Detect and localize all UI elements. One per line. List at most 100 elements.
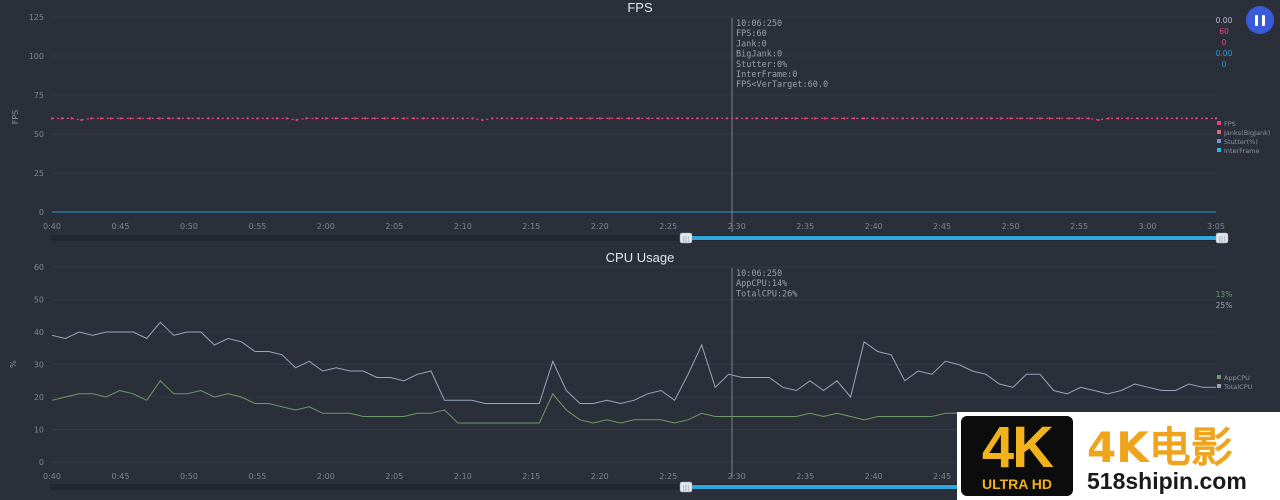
fps-data-point [491, 117, 494, 120]
fps-data-point [862, 117, 866, 120]
fps-x-tick-label: 2:20 [591, 222, 609, 231]
fps-data-point [1038, 117, 1041, 120]
fps-x-tick-label: 2:00 [317, 222, 335, 231]
cpu-x-tick-label: 0:45 [111, 472, 129, 481]
fps-data-point [461, 117, 464, 120]
fps-data-point [569, 117, 572, 120]
fps-range-handle-left[interactable]: ||| [679, 232, 693, 244]
cpu-chart-title: CPU Usage [606, 250, 675, 265]
fps-data-point [90, 117, 93, 120]
fps-current-value: 0.00 [1216, 49, 1233, 58]
fps-data-point [412, 117, 415, 120]
fps-data-point [735, 117, 738, 120]
fps-data-point [1029, 117, 1032, 120]
fps-legend-label: FPS [1224, 120, 1236, 128]
fps-tooltip-line: FPS<VerTarget:60.0 [736, 80, 828, 90]
watermark-site-name: 4K电影 [1087, 423, 1233, 472]
fps-y-tick-label: 50 [34, 130, 44, 139]
fps-data-point [970, 117, 973, 120]
cpu-x-tick-label: 2:35 [796, 472, 814, 481]
fps-data-point [295, 118, 298, 122]
fps-range-handle-right[interactable]: ||| [1215, 232, 1229, 244]
fps-legend-swatch [1217, 121, 1221, 125]
fps-data-point [334, 117, 337, 120]
fps-x-tick-label: 3:00 [1139, 222, 1157, 231]
fps-data-point [305, 117, 308, 120]
fps-y-tick-label: 75 [34, 91, 44, 100]
fps-data-point [774, 117, 777, 120]
fps-x-ticks: 0:40 0:45 0:50 0:55 2:00 2:05 2:10 2:15 2:20 2:25… [43, 222, 1225, 231]
fps-data-point [676, 117, 680, 120]
fps-data-point [765, 117, 768, 120]
fps-data-point [354, 117, 357, 120]
fps-data-point [745, 117, 748, 120]
fps-tooltip-line: Stutter:0% [736, 60, 787, 70]
pause-icon [1255, 14, 1258, 26]
cpu-range-track[interactable] [50, 484, 1228, 490]
fps-data-point [1048, 117, 1051, 120]
pause-icon-bar [1262, 14, 1265, 26]
fps-x-tick-label: 0:45 [111, 222, 129, 231]
watermark-site-url: 518shipin.com [1087, 468, 1247, 494]
fps-x-tick-label: 3:05 [1207, 222, 1225, 231]
fps-data-point [285, 117, 288, 120]
fps-tooltip: 10:06:250FPS:60Jank:0BigJank:0Stutter:0%… [736, 19, 828, 90]
fps-range-track[interactable] [50, 235, 1228, 241]
fps-data-point [422, 117, 425, 120]
pause-button[interactable] [1246, 6, 1274, 34]
fps-legend-swatch [1217, 148, 1221, 152]
fps-data-point [266, 117, 269, 120]
fps-data-point [383, 117, 386, 120]
fps-data-point [275, 117, 279, 120]
cpu-x-tick-label: 2:45 [933, 472, 951, 481]
fps-data-point [148, 117, 151, 120]
fps-data-point [872, 117, 875, 120]
fps-data-point [931, 117, 934, 120]
fps-data-point [158, 117, 161, 120]
fps-tooltip-line: InterFrame:0 [736, 70, 797, 80]
fps-data-point [1205, 117, 1208, 120]
fps-x-tick-label: 2:50 [1002, 222, 1020, 231]
fps-data-point [608, 117, 611, 120]
fps-data-point [50, 117, 54, 120]
fps-legend-swatch [1217, 130, 1221, 134]
fps-y-tick-label: 25 [34, 169, 44, 178]
fps-data-point [892, 117, 895, 120]
fps-tooltip-line: 10:06:250 [736, 19, 782, 29]
fps-data-point [363, 117, 367, 120]
fps-data-point [1175, 117, 1178, 120]
cpu-range-handle-left[interactable]: ||| [679, 481, 693, 493]
fps-data-point [207, 117, 210, 120]
cpu-y-ticks: 60 50 40 30 20 10 0 [34, 263, 44, 467]
fps-data-point [60, 117, 63, 120]
fps-data-point [941, 117, 944, 120]
fps-data-point [520, 117, 523, 120]
fps-data-point [324, 117, 327, 120]
fps-data-point [1078, 117, 1081, 120]
fps-data-point [1087, 117, 1090, 120]
fps-tooltip-line: FPS:60 [736, 29, 767, 39]
fps-range-selection[interactable] [686, 236, 1222, 240]
fps-data-point [1107, 117, 1110, 120]
cpu-x-tick-label: 0:40 [43, 472, 61, 481]
fps-data-point [579, 117, 582, 120]
fps-data-point [129, 117, 132, 120]
fps-data-point [236, 117, 239, 120]
fps-data-point [471, 117, 474, 120]
fps-data-point [1156, 117, 1159, 120]
fps-data-point [823, 117, 826, 120]
cpu-current-values: 13%25% [1216, 290, 1233, 310]
fps-data-point [256, 117, 259, 120]
cpu-x-tick-label: 2:40 [865, 472, 883, 481]
fps-data-point [1214, 117, 1218, 120]
fps-y-ticks: 125 100 75 50 25 0 [29, 13, 44, 217]
cpu-y-tick-label: 20 [34, 393, 44, 402]
fps-x-tick-label: 2:15 [522, 222, 540, 231]
fps-x-tick-label: 0:50 [180, 222, 198, 231]
cpu-x-tick-label: 2:00 [317, 472, 335, 481]
fps-data-point [403, 117, 406, 120]
